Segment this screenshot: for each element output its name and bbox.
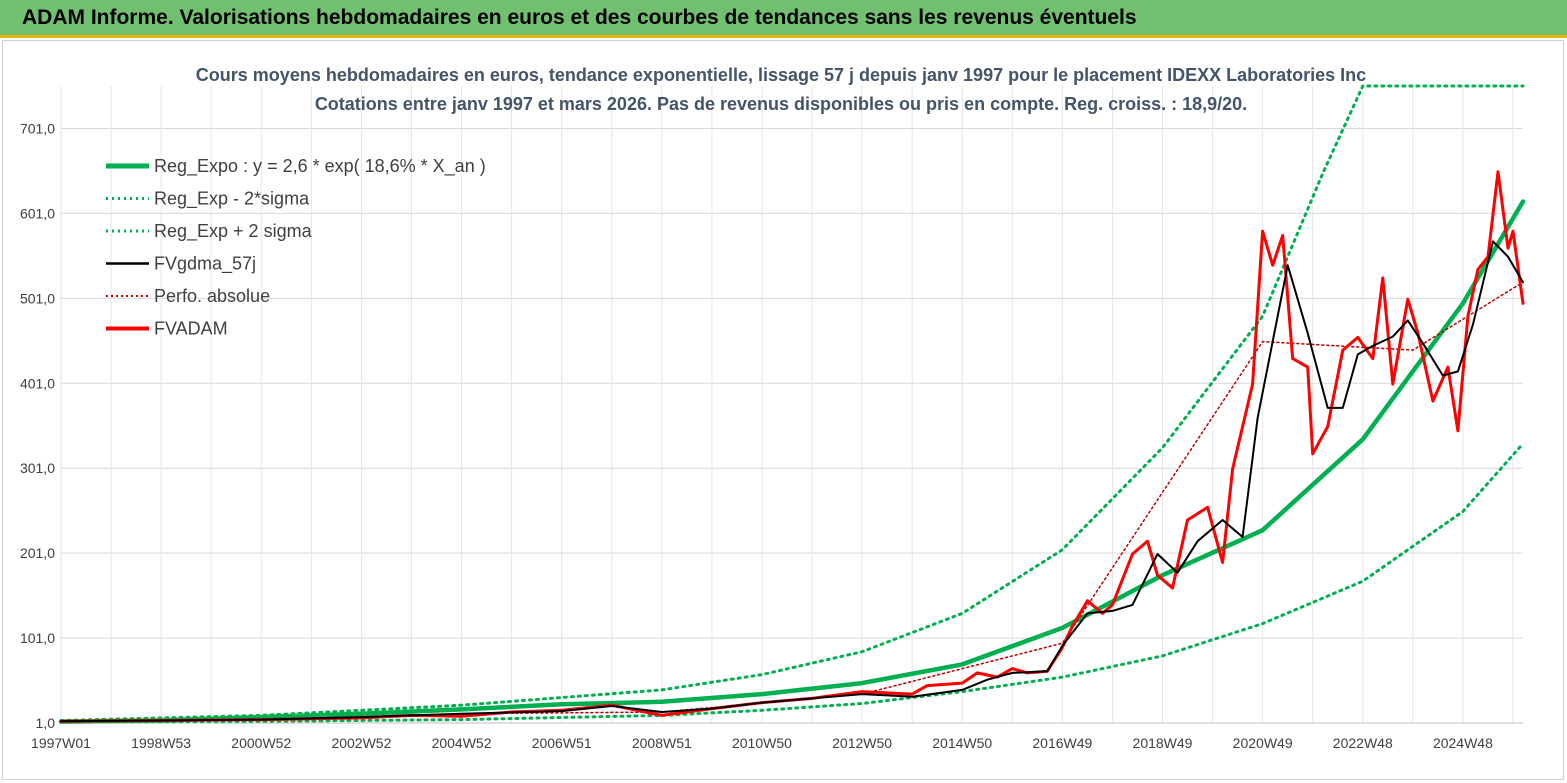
x-tick-label: 2016W49	[1032, 735, 1092, 751]
series-line-reg-exp-2-sigma	[59, 442, 1525, 724]
x-tick-label: 2012W50	[832, 735, 892, 751]
y-tick-label: 701,0	[20, 120, 55, 136]
x-tick-label: 1997W01	[31, 735, 91, 751]
y-axis-ticks: 1,0 101,0 201,0 301,0 401,0 501,0 601,0 701,0	[20, 120, 55, 731]
chart-area: Cours moyens hebdomadaires en euros, ten…	[20, 65, 1526, 751]
y-tick-label: 501,0	[20, 290, 55, 306]
series-line-fvgdma-57j	[60, 240, 1524, 723]
y-tick-label: 401,0	[20, 375, 55, 391]
x-tick-label: 1998W53	[131, 735, 191, 751]
x-tick-label: 2010W50	[732, 735, 792, 751]
series-group	[58, 84, 1526, 724]
chart-title: Cours moyens hebdomadaires en euros, ten…	[196, 65, 1366, 85]
legend-label: Reg_Exp - 2*sigma	[154, 189, 310, 210]
legend: Reg_Expo : y = 2,6 * exp( 18,6% * X_an )…	[106, 156, 486, 339]
y-tick-label: 601,0	[20, 205, 55, 221]
x-tick-label: 2000W52	[231, 735, 291, 751]
series-line-perfo-absolue	[60, 281, 1524, 723]
chart-subtitle: Cotations entre janv 1997 et mars 2026. …	[315, 94, 1247, 114]
x-tick-label: 2002W52	[331, 735, 391, 751]
x-tick-label: 2006W51	[532, 735, 592, 751]
x-tick-label: 2020W49	[1233, 735, 1293, 751]
y-tick-label: 201,0	[20, 545, 55, 561]
legend-label: FVgdma_57j	[154, 254, 256, 275]
legend-label: Reg_Expo : y = 2,6 * exp( 18,6% * X_an )	[154, 156, 486, 177]
legend-label: Reg_Exp + 2 sigma	[154, 221, 313, 242]
x-tick-label: 2024W48	[1433, 735, 1493, 751]
legend-label: Perfo. absolue	[154, 286, 270, 306]
x-tick-label: 2008W51	[632, 735, 692, 751]
series-line-reg-expo	[58, 199, 1526, 724]
x-tick-label: 2018W49	[1133, 735, 1193, 751]
gridlines	[60, 86, 1523, 724]
legend-label: FVADAM	[154, 319, 228, 339]
series-line-reg-exp-2-sigma	[59, 84, 1525, 722]
x-tick-label: 2022W48	[1333, 735, 1393, 751]
x-tick-label: 2014W50	[932, 735, 992, 751]
x-tick-label: 2004W52	[432, 735, 492, 751]
y-tick-label: 1,0	[36, 715, 56, 731]
chart-frame: Cours moyens hebdomadaires en euros, ten…	[2, 40, 1564, 780]
y-tick-label: 101,0	[20, 630, 55, 646]
x-axis-ticks: 1997W01 1998W53 2000W52 2002W52 2004W52 2006W…	[31, 735, 1493, 751]
series-line-fvadam	[59, 170, 1525, 723]
y-tick-label: 301,0	[20, 460, 55, 476]
report-banner: ADAM Informe. Valorisations hebdomadaire…	[0, 0, 1567, 38]
report-title: ADAM Informe. Valorisations hebdomadaire…	[22, 6, 1137, 29]
